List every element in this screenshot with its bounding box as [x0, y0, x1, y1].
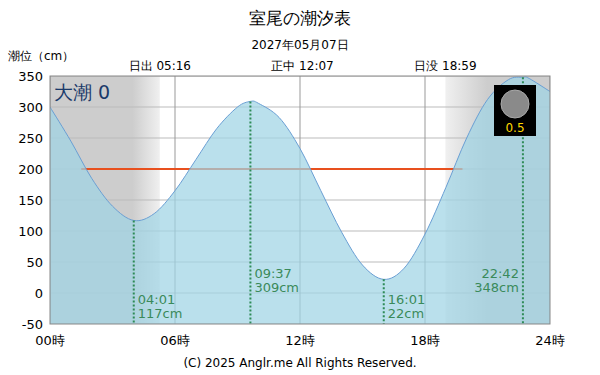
y-tick-label: 100 [18, 224, 43, 239]
extreme-time: 09:37 [254, 266, 291, 281]
moon-icon [501, 90, 529, 118]
tide-line [50, 77, 550, 280]
extreme-value: 348cm [474, 280, 519, 295]
x-tick-label: 12時 [285, 333, 315, 348]
tide-area [50, 77, 550, 324]
moon-box [494, 85, 536, 136]
subtitle: 2027年05月07日 [251, 38, 348, 52]
y-tick-label: 200 [18, 162, 43, 177]
copyright: (C) 2025 Anglr.me All Rights Reserved. [183, 356, 416, 370]
extreme-time: 22:42 [481, 266, 518, 281]
extreme-value: 309cm [254, 280, 299, 295]
extreme-time: 16:01 [388, 292, 425, 307]
extreme-value: 22cm [388, 306, 424, 321]
sun-label: 日没 18:59 [414, 59, 476, 73]
plot [50, 76, 550, 324]
title: 室尾の潮汐表 [249, 8, 351, 28]
extreme-line [249, 101, 251, 324]
x-tick-label: 18時 [410, 333, 440, 348]
sun-label: 日出 05:16 [129, 59, 191, 73]
moon-age: 0.5 [505, 121, 524, 135]
y-label: 潮位（cm） [8, 49, 74, 63]
y-tick-label: 350 [18, 69, 43, 84]
x-tick-label: 24時 [535, 333, 565, 348]
x-tick-label: 06時 [160, 333, 190, 348]
extreme-value: 117cm [138, 306, 183, 321]
extreme-time: 04:01 [138, 292, 175, 307]
tide-name: 大潮 0 [54, 81, 110, 103]
y-tick-label: 250 [18, 131, 43, 146]
extreme-line [133, 220, 135, 324]
sun-label: 正中 12:07 [271, 59, 333, 73]
tide-chart: 室尾の潮汐表2027年05月07日潮位（cm）04:01117cm09:3730… [0, 0, 600, 375]
y-tick-label: -50 [22, 317, 43, 332]
frame [50, 76, 550, 324]
y-tick-label: 0 [35, 286, 43, 301]
x-tick-label: 00時 [35, 333, 65, 348]
extreme-line [383, 279, 385, 324]
y-tick-label: 300 [18, 100, 43, 115]
y-tick-label: 50 [26, 255, 43, 270]
y-tick-label: 150 [18, 193, 43, 208]
